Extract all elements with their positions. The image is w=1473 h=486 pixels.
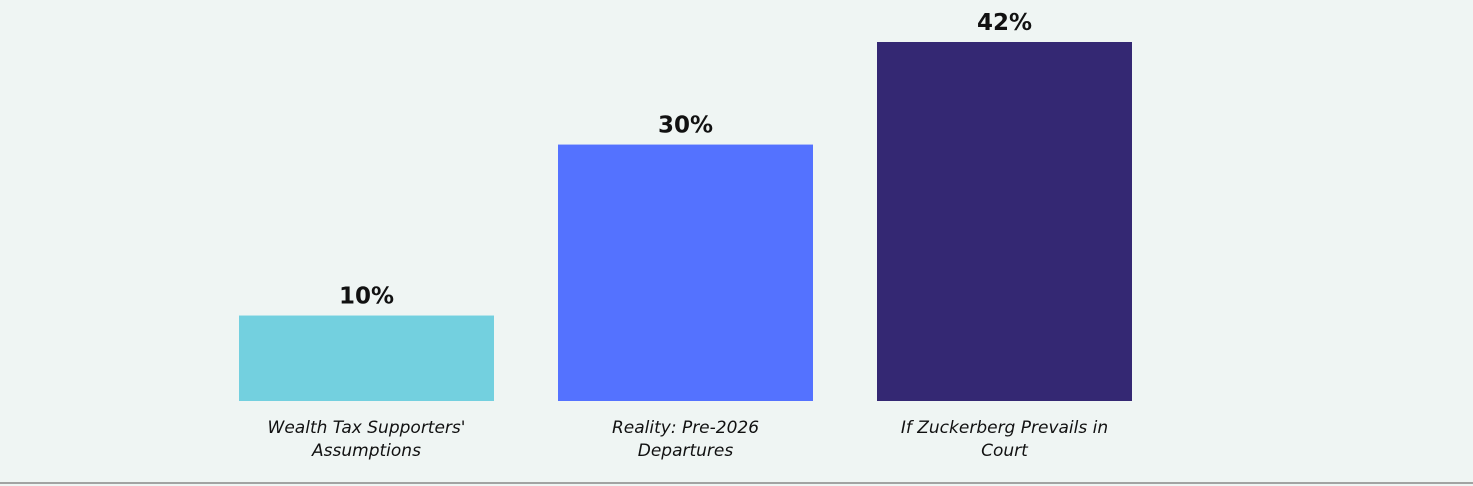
bar-3 xyxy=(877,42,1132,401)
category-label-3: If Zuckerberg Prevails in Court xyxy=(901,418,1108,461)
bars-group xyxy=(239,42,1132,402)
value-label-3: 42% xyxy=(977,10,1032,36)
category-label-line: Wealth Tax Supporters' xyxy=(268,418,466,438)
category-label-1: Wealth Tax Supporters' Assumptions xyxy=(268,418,466,461)
value-label-1: 10% xyxy=(339,284,394,310)
value-labels-group: 10% 30% 42% xyxy=(339,10,1032,310)
value-label-2: 30% xyxy=(658,113,713,139)
category-label-line: Court xyxy=(981,441,1029,461)
category-label-line: Reality: Pre-2026 xyxy=(612,418,759,438)
category-label-2: Reality: Pre-2026 Departures xyxy=(612,418,759,461)
bar-2 xyxy=(558,144,813,402)
category-labels-group: Wealth Tax Supporters' Assumptions Reality… xyxy=(268,418,1109,461)
category-label-line: Departures xyxy=(638,441,734,461)
category-label-line: Assumptions xyxy=(311,441,421,461)
bar-1 xyxy=(239,315,494,401)
category-label-line: If Zuckerberg Prevails in xyxy=(901,418,1108,438)
